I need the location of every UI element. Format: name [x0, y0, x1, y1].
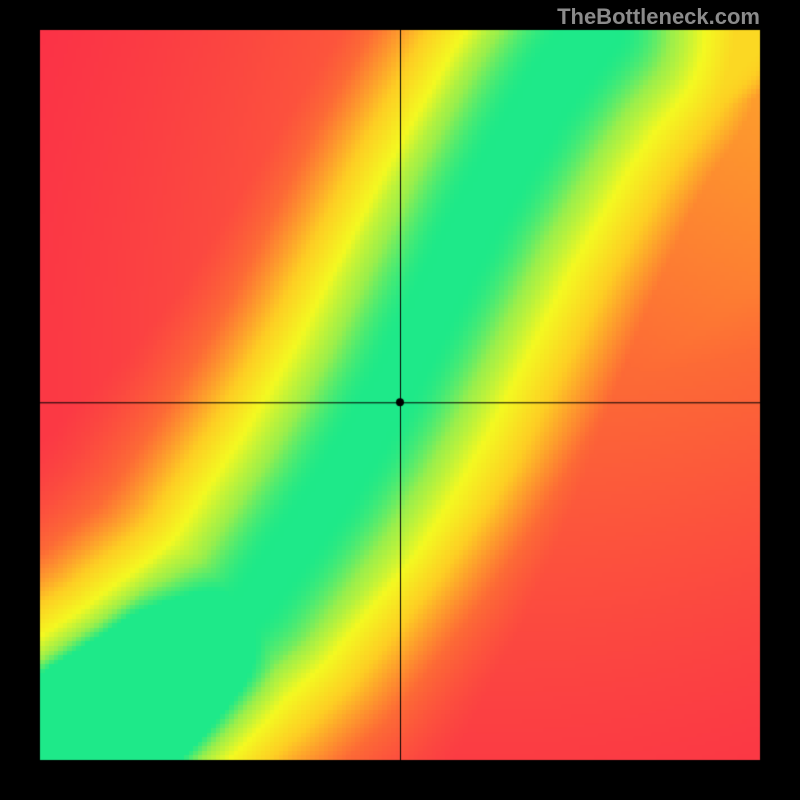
watermark-text: TheBottleneck.com — [557, 4, 760, 30]
bottleneck-heatmap — [0, 0, 800, 800]
chart-container: TheBottleneck.com — [0, 0, 800, 800]
